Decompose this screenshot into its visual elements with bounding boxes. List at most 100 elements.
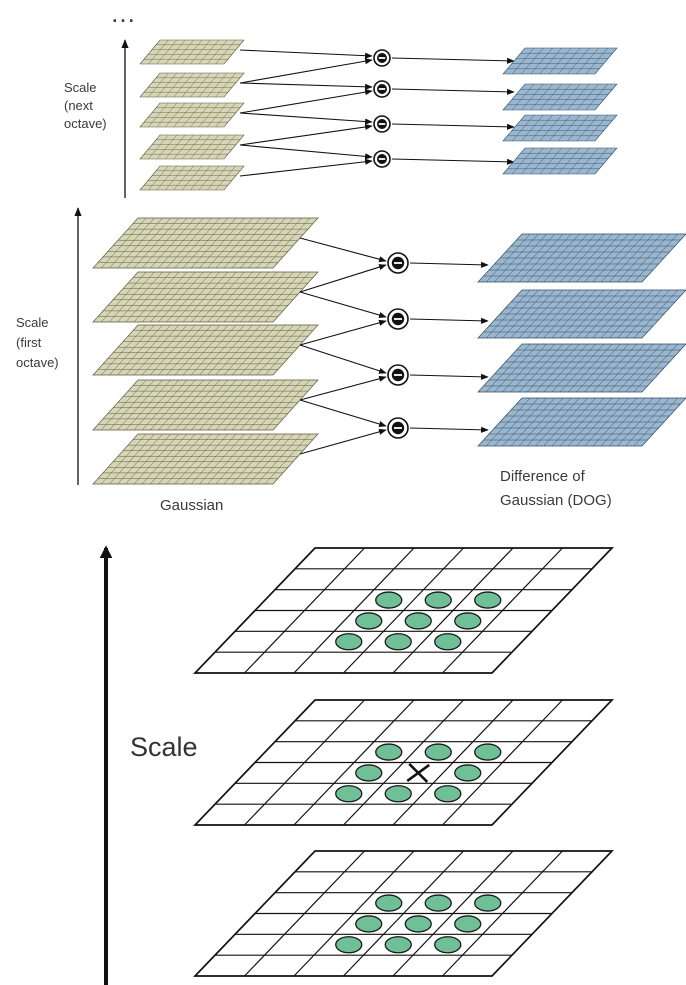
first-gaussian-plane-col-line — [150, 379, 196, 431]
next-dog-plane-col-line — [585, 147, 608, 175]
first-dog-arrow — [409, 317, 489, 324]
gaussian-label: Gaussian — [160, 497, 223, 514]
first-gaussian-plane-col-line — [248, 379, 294, 431]
first-connector-arrow — [299, 375, 387, 401]
neighbor-marker — [454, 915, 482, 933]
neighbor-marker — [384, 936, 412, 954]
first-gaussian-plane-col-line — [109, 217, 155, 269]
next-octave-label-line-2: (next — [64, 98, 93, 113]
next-gaussian-plane-col-line — [215, 134, 236, 160]
first-gaussian-plane-col-line — [109, 324, 155, 376]
next-gaussian-plane-col-line — [156, 102, 177, 128]
next-dog-plane — [502, 83, 618, 111]
first-gaussian-plane-col-line — [256, 324, 302, 376]
next-connector-arrow — [239, 89, 373, 114]
next-subtract-node — [373, 115, 391, 133]
neighbor-marker — [355, 915, 383, 933]
next-gaussian-plane-col-line — [190, 134, 211, 160]
next-gaussian-plane-col-line — [148, 134, 169, 160]
neighbor-marker — [424, 743, 452, 761]
first-gaussian-plane-col-line — [190, 217, 237, 269]
next-dog-plane-col-line — [512, 47, 535, 75]
first-gaussian-plane-col-line — [100, 271, 147, 323]
next-gaussian-plane-col-line — [181, 165, 203, 191]
first-gaussian-plane-col-line — [190, 271, 237, 323]
next-gaussian-plane-col-line — [148, 39, 169, 65]
first-octave-label-line-1: Scale — [16, 315, 49, 330]
next-gaussian-plane-col-line — [165, 165, 186, 191]
first-gaussian-plane-col-line — [150, 217, 196, 269]
first-gaussian-plane-col-line — [256, 379, 302, 431]
neighbor-marker — [424, 894, 452, 912]
next-gaussian-plane-col-line — [190, 72, 211, 98]
next-dog-plane-col-line — [558, 47, 581, 75]
next-gaussian-plane-col-line — [207, 165, 228, 191]
neighbor-marker — [474, 743, 502, 761]
first-gaussian-plane-col-line — [207, 379, 253, 431]
next-connector-arrow — [239, 58, 373, 84]
next-gaussian-plane-col-line — [156, 72, 177, 98]
neighbor-marker — [474, 591, 502, 609]
next-connector-arrow — [239, 144, 373, 160]
neighbor-marker — [384, 785, 412, 803]
first-gaussian-plane-col-line — [207, 433, 253, 485]
next-dog-plane-col-line — [567, 83, 590, 111]
next-gaussian-plane-col-line — [215, 72, 236, 98]
next-gaussian-plane-col-line — [215, 102, 236, 128]
ellipsis-text: … — [110, 0, 136, 28]
first-subtract-node — [387, 364, 409, 386]
next-connector-arrow — [239, 123, 373, 146]
first-dog-plane — [477, 343, 686, 393]
next-dog-plane-col-line — [576, 147, 599, 175]
first-gaussian-plane-col-line — [117, 324, 163, 376]
extrema-scale-label: Scale — [130, 732, 198, 762]
first-gaussian-plane-col-line — [223, 433, 270, 485]
next-dog-plane-col-line — [585, 114, 608, 142]
first-octave-dog-stack — [477, 233, 686, 447]
first-gaussian-plane-col-line — [264, 324, 311, 376]
next-gaussian-plane — [139, 39, 245, 65]
first-gaussian-plane-col-line — [174, 379, 221, 431]
next-gaussian-plane-col-line — [190, 39, 211, 65]
first-dog-plane — [477, 233, 686, 283]
first-gaussian-plane-col-line — [215, 379, 261, 431]
next-dog-arrow — [391, 88, 515, 95]
sample-point-stroke — [408, 762, 429, 783]
first-gaussian-plane-col-line — [133, 217, 180, 269]
next-gaussian-plane-col-line — [207, 39, 228, 65]
next-dog-plane-col-line — [521, 47, 544, 75]
next-subtract-node — [373, 49, 391, 67]
next-octave-group: Scale (next octave) — [64, 39, 618, 198]
next-dog-plane-col-line — [548, 47, 572, 75]
next-gaussian-plane — [139, 102, 245, 128]
next-dog-plane — [502, 47, 618, 75]
first-connector-arrow — [299, 264, 387, 293]
extrema-detection-group: Scale — [99, 545, 614, 985]
first-gaussian-plane-col-line — [182, 217, 229, 269]
next-gaussian-plane-col-line — [165, 39, 186, 65]
neighbor-marker — [454, 612, 482, 630]
next-gaussian-plane — [139, 165, 245, 191]
first-gaussian-plane — [92, 217, 319, 269]
first-gaussian-plane-col-line — [231, 271, 278, 323]
first-gaussian-plane-col-line — [240, 271, 286, 323]
first-gaussian-plane-col-line — [158, 433, 204, 485]
first-gaussian-plane-col-line — [133, 271, 180, 323]
next-dog-plane-col-line — [585, 47, 608, 75]
next-connector-arrow — [239, 49, 373, 59]
next-dog-plane-col-line — [558, 147, 581, 175]
next-gaussian-plane-col-line — [181, 72, 203, 98]
next-gaussian-plane-col-line — [198, 102, 219, 128]
first-gaussian-plane — [92, 271, 319, 323]
extrema-grid-lower — [193, 850, 614, 977]
neighbor-marker — [355, 612, 383, 630]
next-octave-gaussian-stack — [139, 39, 245, 191]
next-gaussian-plane-col-line — [165, 102, 186, 128]
next-gaussian-plane-col-line — [173, 165, 194, 191]
next-dog-plane-col-line — [567, 147, 590, 175]
first-gaussian-plane-col-line — [256, 217, 302, 269]
next-gaussian-plane — [139, 72, 245, 98]
first-connector-arrow — [299, 319, 387, 346]
neighbor-marker — [355, 764, 383, 782]
